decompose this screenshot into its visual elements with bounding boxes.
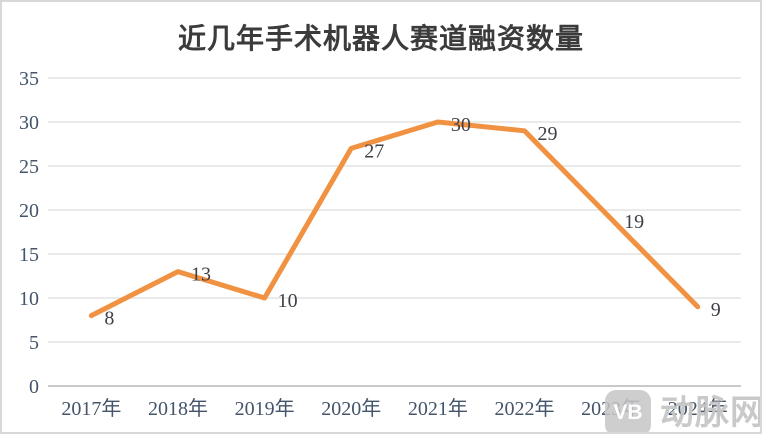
y-tick-label: 10 (19, 288, 39, 310)
x-tick-label: 2023年 (581, 397, 641, 420)
series-line (88, 119, 701, 319)
data-label: 27 (364, 140, 384, 162)
y-tick-label: 0 (29, 376, 39, 398)
data-label: 30 (451, 114, 471, 136)
data-label: 10 (278, 290, 298, 312)
y-tick-label: 5 (29, 332, 39, 354)
data-label: 29 (537, 123, 557, 145)
x-tick-label: 2024年 (668, 397, 728, 420)
data-label: 8 (104, 308, 114, 330)
chart-title: 近几年手术机器人赛道融资数量 (177, 24, 584, 55)
x-tick-label: 2022年 (494, 397, 554, 420)
y-tick-label: 25 (19, 156, 39, 178)
x-tick-label: 2020年 (321, 397, 381, 420)
x-tick-label: 2018年 (148, 397, 208, 420)
x-tick-label: 2019年 (235, 397, 295, 420)
data-label: 19 (624, 211, 644, 233)
y-tick-label: 30 (19, 112, 39, 134)
data-label: 13 (191, 264, 211, 286)
y-tick-label: 15 (19, 244, 39, 266)
x-tick-label: 2017年 (61, 397, 121, 420)
data-label: 9 (711, 299, 721, 321)
y-tick-label: 20 (19, 200, 39, 222)
x-tick-label: 2021年 (408, 397, 468, 420)
y-tick-label: 35 (19, 68, 39, 90)
